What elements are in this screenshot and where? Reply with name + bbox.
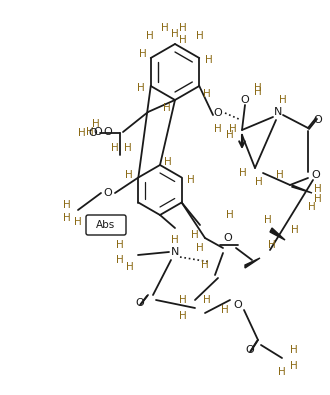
Text: H: H	[187, 175, 194, 184]
FancyBboxPatch shape	[86, 215, 126, 235]
Text: H: H	[201, 260, 209, 270]
Text: H: H	[125, 169, 133, 179]
Text: H: H	[111, 143, 119, 153]
Text: H: H	[146, 31, 154, 41]
Text: H: H	[196, 243, 204, 253]
Text: N: N	[171, 247, 179, 257]
Text: H: H	[239, 168, 247, 178]
Text: H: H	[164, 157, 172, 167]
Text: H: H	[290, 345, 298, 355]
Text: H: H	[171, 29, 179, 39]
Text: H: H	[226, 210, 234, 220]
Text: H: H	[116, 240, 124, 250]
Text: O: O	[89, 128, 97, 138]
Text: H: H	[226, 130, 234, 140]
Text: H: H	[203, 89, 211, 99]
Text: H: H	[78, 128, 86, 138]
Text: N: N	[274, 107, 282, 117]
Text: H: H	[161, 23, 169, 33]
Polygon shape	[292, 185, 312, 193]
Text: H: H	[205, 55, 213, 65]
Text: H: H	[279, 95, 287, 105]
Text: H: H	[196, 31, 204, 41]
Text: H: H	[254, 87, 262, 97]
Text: H: H	[92, 119, 100, 129]
Polygon shape	[270, 228, 285, 240]
Text: H: H	[203, 295, 211, 305]
Text: H: H	[254, 83, 262, 93]
Text: H: H	[137, 83, 145, 93]
Text: H: H	[63, 213, 71, 223]
Text: O: O	[94, 127, 102, 137]
Text: H: H	[314, 184, 322, 194]
Text: O: O	[104, 188, 113, 198]
Text: H: H	[264, 215, 272, 225]
Text: H: H	[229, 124, 237, 134]
Text: H: H	[116, 255, 124, 265]
Text: H: H	[63, 200, 71, 210]
Text: H: H	[290, 361, 298, 371]
Text: H: H	[268, 240, 276, 250]
Polygon shape	[245, 258, 260, 268]
Text: H: H	[126, 262, 134, 272]
Text: H: H	[74, 217, 82, 227]
Text: O: O	[136, 298, 144, 308]
Text: H: H	[308, 202, 316, 212]
Text: O: O	[314, 115, 322, 125]
Text: H: H	[163, 103, 171, 113]
Text: H: H	[171, 235, 179, 245]
Text: H: H	[291, 225, 299, 235]
Text: H: H	[278, 367, 286, 377]
Text: H: H	[124, 143, 132, 153]
Text: H: H	[221, 305, 229, 315]
Text: H: H	[314, 194, 322, 204]
Text: H: H	[179, 35, 187, 45]
Text: H: H	[179, 311, 187, 321]
Text: O: O	[234, 300, 242, 310]
Text: H: H	[276, 170, 284, 180]
Text: H: H	[191, 230, 199, 240]
Text: O: O	[246, 345, 254, 355]
Text: H: H	[179, 295, 187, 305]
Text: H: H	[255, 177, 263, 187]
Text: H: H	[179, 23, 187, 33]
Text: O: O	[312, 170, 320, 180]
Text: H: H	[86, 127, 94, 137]
Text: H: H	[214, 124, 222, 134]
Text: O: O	[241, 95, 249, 105]
Text: O: O	[224, 233, 232, 243]
Text: O: O	[104, 127, 113, 137]
Text: Abs: Abs	[96, 220, 116, 230]
Text: O: O	[214, 108, 222, 118]
Text: H: H	[139, 49, 147, 59]
